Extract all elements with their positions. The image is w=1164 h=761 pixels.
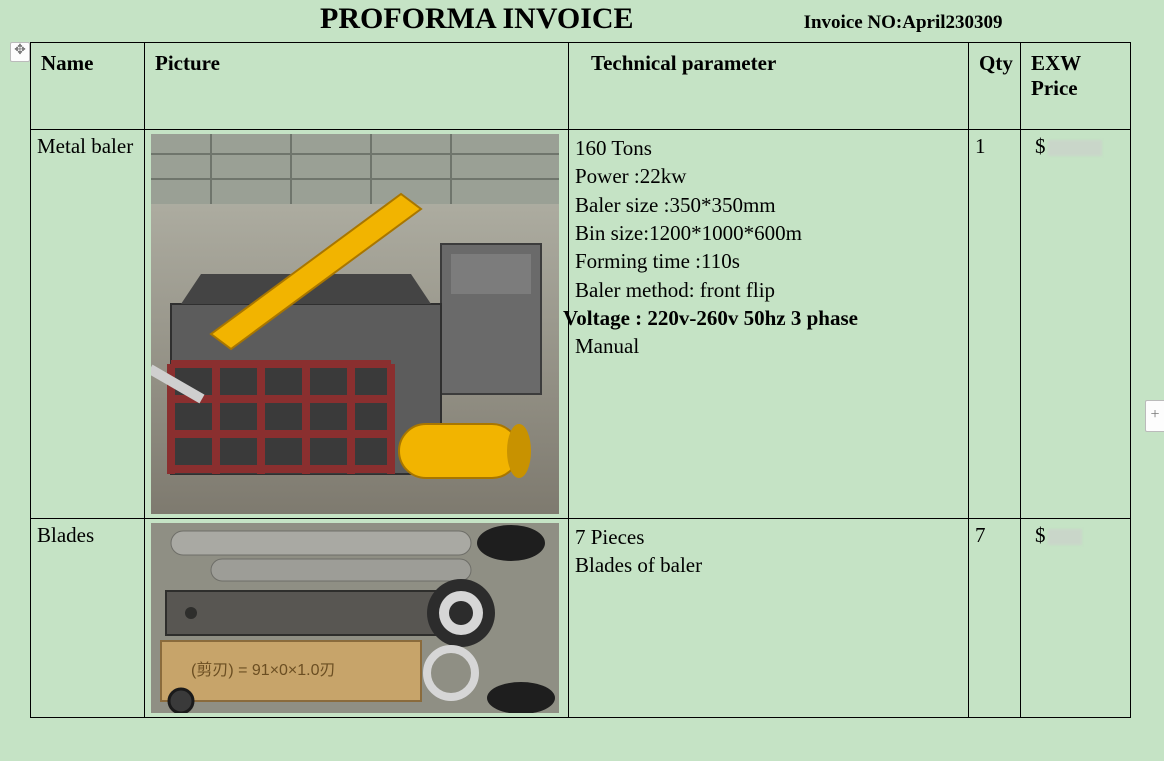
tech-line: 7 Pieces (575, 523, 962, 551)
add-column-icon[interactable]: + (1145, 400, 1164, 432)
cell-name: Metal baler (31, 130, 145, 519)
tech-line: Baler method: front flip (575, 276, 962, 304)
cell-qty: 7 (969, 519, 1021, 718)
cell-name: Blades (31, 519, 145, 718)
page: PROFORMA INVOICE Invoice NO:April230309 … (0, 0, 1164, 761)
price-currency: $ (1035, 134, 1046, 158)
cell-picture: (剪刃) = 91×0×1.0刃 (145, 519, 569, 718)
tech-line: Baler size :350*350mm (575, 191, 962, 219)
table-move-handle-icon[interactable]: ✥ (10, 42, 30, 62)
table-body: Metal baler (31, 130, 1131, 718)
invoice-no-label: Invoice NO: (804, 12, 903, 33)
col-tech: Technical parameter (569, 43, 969, 130)
cell-price: $ (1021, 519, 1131, 718)
product-image (151, 134, 559, 514)
tech-line: Forming time :110s (575, 247, 962, 275)
svg-text:(剪刃) = 91×0×1.0刃: (剪刃) = 91×0×1.0刃 (191, 661, 336, 679)
tech-line-bold: Voltage : 220v-260v 50hz 3 phase (563, 304, 962, 332)
tech-line: Power :22kw (575, 162, 962, 190)
tech-line: Blades of baler (575, 551, 962, 579)
product-name: Metal baler (37, 134, 138, 159)
invoice-number: Invoice NO:April230309 (804, 12, 1003, 34)
col-picture: Picture (145, 43, 569, 130)
col-price: EXW Price (1021, 43, 1131, 130)
table-row: Metal baler (31, 130, 1131, 519)
table-header-row: Name Picture Technical parameter Qty EXW… (31, 43, 1131, 130)
cell-tech: 7 Pieces Blades of baler (569, 519, 969, 718)
product-image: (剪刃) = 91×0×1.0刃 (151, 523, 559, 713)
col-qty: Qty (969, 43, 1021, 130)
price-redacted (1048, 529, 1082, 545)
tech-line: Bin size:1200*1000*600m (575, 219, 962, 247)
price-redacted (1048, 140, 1102, 156)
invoice-no-value: April230309 (902, 12, 1002, 33)
table-row: Blades (剪刃) = 91×0×1.0刃 (31, 519, 1131, 718)
col-name: Name (31, 43, 145, 130)
cell-price: $ (1021, 130, 1131, 519)
tech-line: Manual (575, 332, 962, 360)
price-currency: $ (1035, 523, 1046, 547)
cell-tech: 160 Tons Power :22kw Baler size :350*350… (569, 130, 969, 519)
tech-line: 160 Tons (575, 134, 962, 162)
cell-picture (145, 130, 569, 519)
invoice-table: Name Picture Technical parameter Qty EXW… (30, 42, 1131, 718)
header: PROFORMA INVOICE Invoice NO:April230309 (0, 0, 1164, 42)
cell-qty: 1 (969, 130, 1021, 519)
doc-title: PROFORMA INVOICE (320, 2, 634, 36)
